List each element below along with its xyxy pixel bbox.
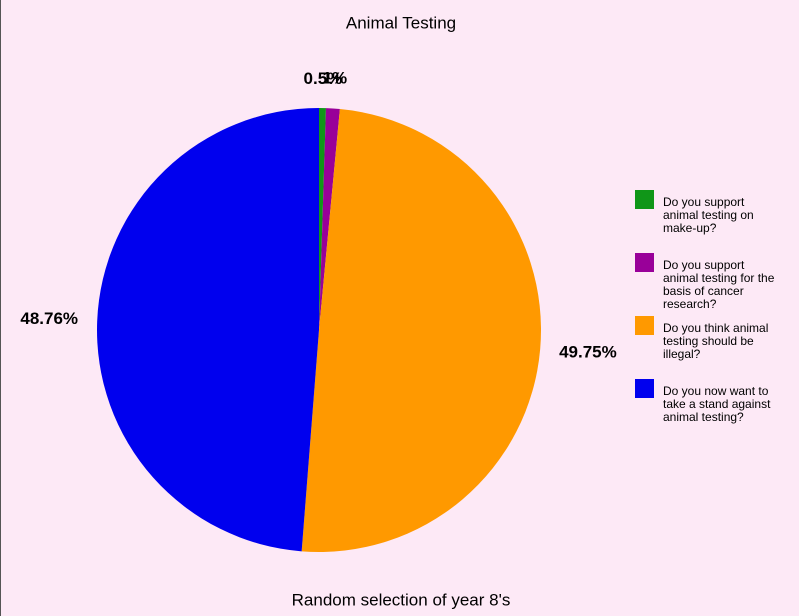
legend-label: Do you support animal testing for the ba… bbox=[663, 258, 775, 311]
legend-label: Do you think animal testing should be il… bbox=[663, 321, 769, 361]
pie-slice bbox=[97, 108, 319, 552]
chart-title: Animal Testing bbox=[346, 13, 456, 32]
legend-swatch bbox=[635, 253, 654, 272]
legend-swatch bbox=[635, 379, 654, 398]
pie-slice bbox=[301, 108, 541, 552]
data-label: 48.76% bbox=[20, 309, 78, 328]
legend-label: Do you now want to take a stand against … bbox=[663, 384, 771, 424]
data-label: 0.5% bbox=[304, 69, 343, 88]
data-label: 1% bbox=[322, 69, 347, 88]
pie-slice bbox=[319, 108, 326, 330]
legend-swatch bbox=[635, 316, 654, 335]
data-label: 49.75% bbox=[559, 343, 617, 362]
legend-label: Do you support animal testing on make-up… bbox=[663, 195, 754, 235]
legend-swatch bbox=[635, 190, 654, 209]
chart-subtitle: Random selection of year 8's bbox=[292, 590, 511, 609]
pie-slice bbox=[319, 108, 340, 330]
